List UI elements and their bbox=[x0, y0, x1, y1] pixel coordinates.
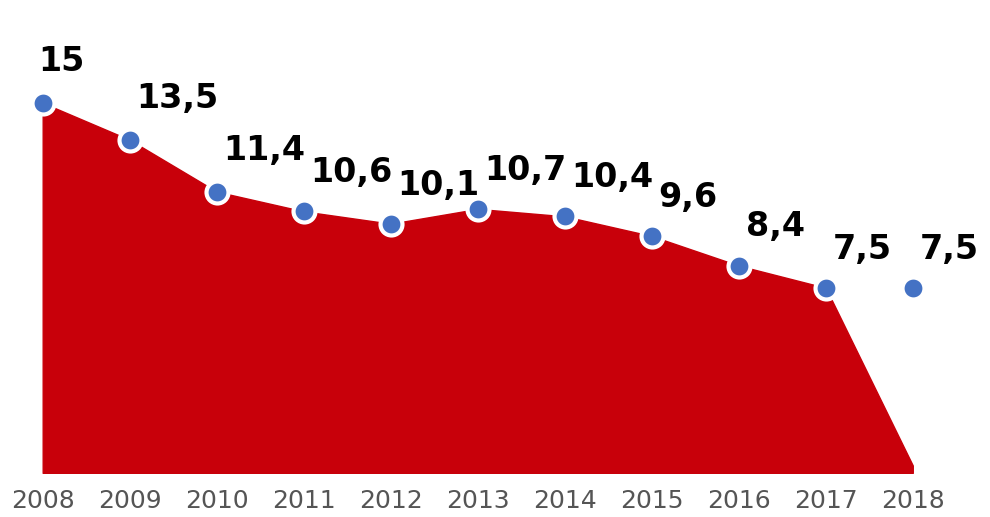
Text: 7,5: 7,5 bbox=[833, 233, 892, 266]
Text: 10,1: 10,1 bbox=[398, 169, 480, 202]
Point bbox=[644, 232, 659, 240]
Point bbox=[383, 220, 399, 228]
Point bbox=[122, 135, 138, 144]
Text: 15: 15 bbox=[39, 45, 85, 78]
Point bbox=[296, 207, 312, 216]
Point bbox=[731, 262, 746, 270]
Point bbox=[818, 284, 834, 292]
Point bbox=[556, 212, 572, 220]
Point bbox=[209, 188, 225, 196]
Text: 10,6: 10,6 bbox=[311, 156, 393, 189]
Text: 10,7: 10,7 bbox=[485, 154, 567, 187]
Text: 10,4: 10,4 bbox=[571, 161, 653, 194]
Point bbox=[905, 284, 921, 292]
Text: 7,5: 7,5 bbox=[920, 233, 979, 266]
Text: 11,4: 11,4 bbox=[224, 134, 306, 167]
Text: 9,6: 9,6 bbox=[658, 181, 718, 214]
Point bbox=[470, 205, 486, 213]
Text: 13,5: 13,5 bbox=[137, 82, 219, 115]
Point bbox=[35, 99, 50, 107]
Text: 8,4: 8,4 bbox=[745, 210, 805, 244]
